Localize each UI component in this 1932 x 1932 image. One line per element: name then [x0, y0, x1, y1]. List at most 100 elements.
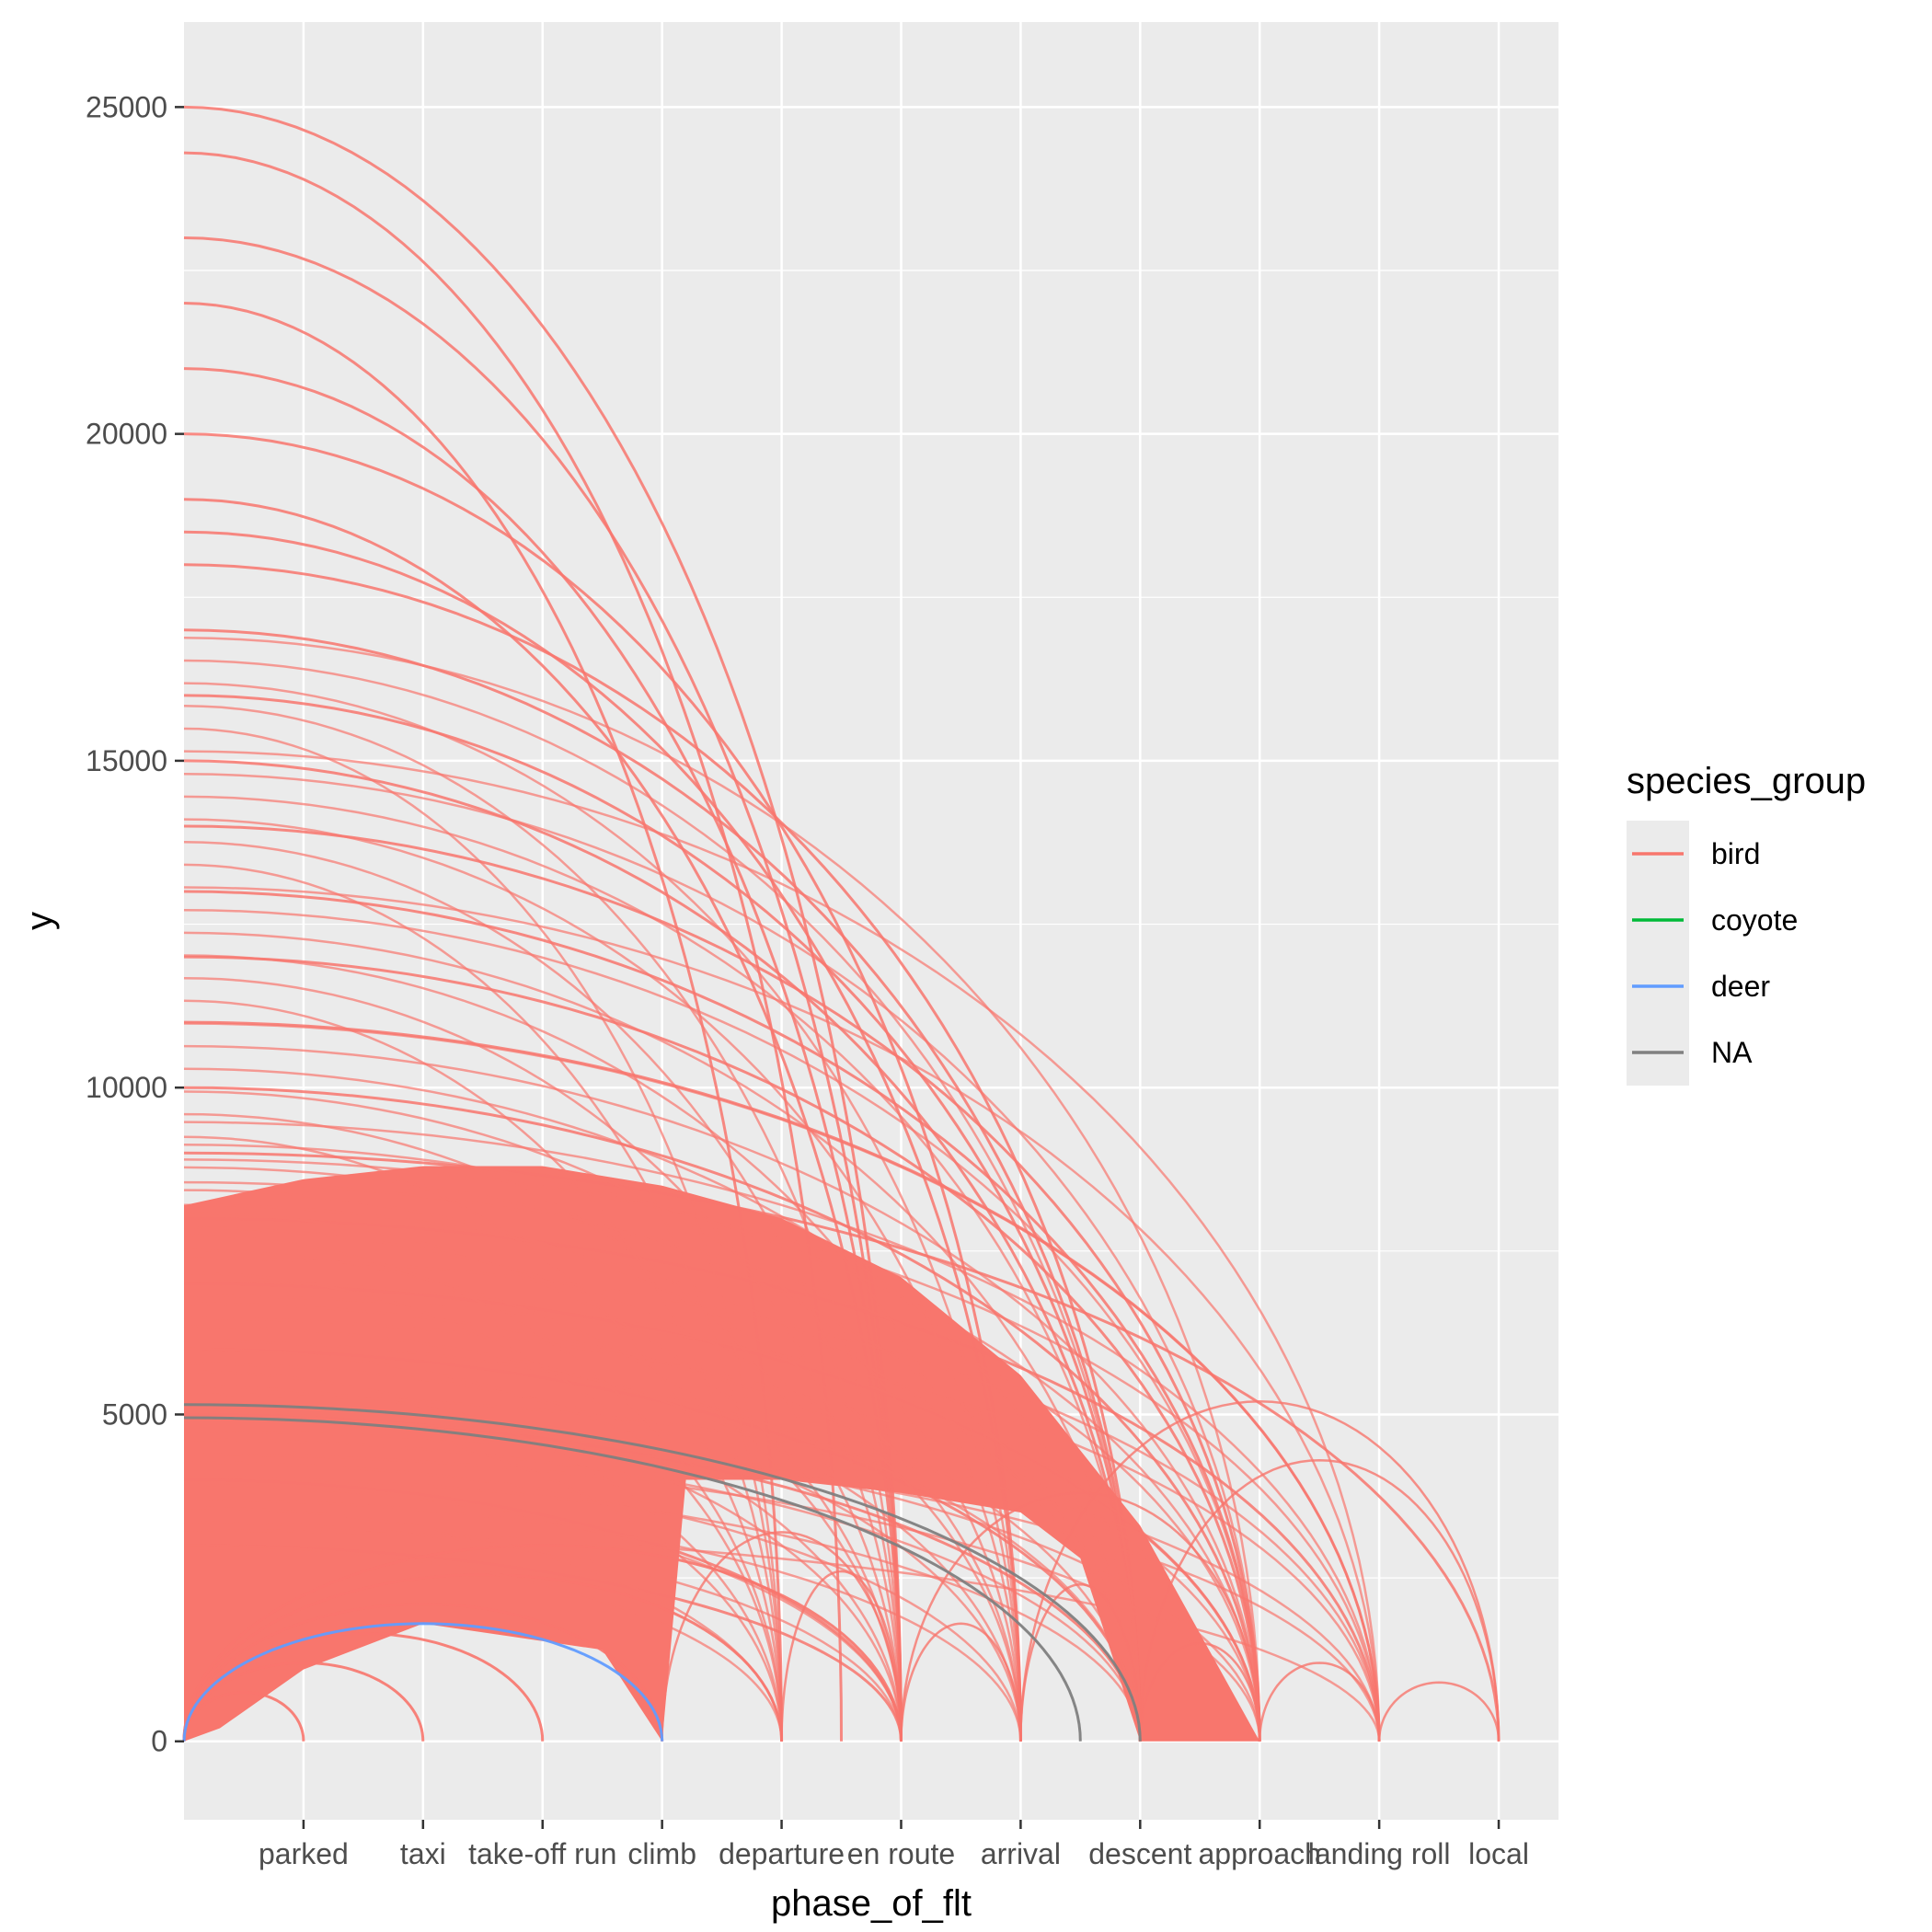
bird-arc: [183, 151, 843, 1742]
bird-arc: [1139, 1458, 1501, 1742]
x-tick-label: local: [1468, 1837, 1529, 1870]
bird-arc: [183, 999, 783, 1742]
y-axis-title: y: [19, 912, 60, 930]
legend-title: species_group: [1627, 761, 1866, 801]
bird-arc: [183, 1363, 1022, 1742]
bird-arc: [1377, 1681, 1501, 1742]
bird-arc: [183, 682, 1022, 1742]
bird-arc: [900, 1491, 1261, 1742]
y-tick-label: 25000: [86, 90, 167, 123]
bird-arc: [183, 1112, 903, 1742]
bird-arc: [183, 954, 1022, 1742]
bird-arc: [183, 1158, 1381, 1742]
legend-label-bird: bird: [1711, 837, 1760, 870]
arc-layer: [182, 105, 1501, 1742]
bird-arc: [183, 1302, 1142, 1742]
bird-arc: [183, 863, 783, 1742]
legend-label-deer: deer: [1711, 970, 1770, 1003]
bird-arc: [1019, 1582, 1142, 1742]
bird-arc: [900, 1622, 1022, 1742]
bird-arc: [183, 1180, 1261, 1742]
x-tick-label: landing roll: [1308, 1837, 1451, 1870]
bird-arc: [183, 1370, 783, 1742]
bird-arc: [184, 1544, 783, 1742]
bird-arc: [183, 931, 1142, 1742]
bird-arc: [183, 498, 903, 1742]
bird-arc: [183, 1506, 783, 1742]
bird-arc: [183, 1067, 1142, 1742]
bird-arc: [183, 1483, 903, 1742]
bird-arc: [183, 1271, 783, 1742]
x-tick-label: en route: [847, 1837, 955, 1870]
bird-arc: [183, 1340, 1142, 1742]
bird-arc: [183, 1090, 1022, 1742]
bird-arc: [183, 1347, 903, 1742]
bird-arc: [183, 1529, 1381, 1742]
bird-arc: [183, 773, 1261, 1742]
bird-arc: [183, 367, 903, 1742]
bird-arc: [183, 1044, 1261, 1742]
y-axis-ticks: 0 5000 10000 15000 20000 25000: [86, 90, 184, 1758]
bird-arc: [183, 750, 1381, 1742]
bird-arc: [183, 1166, 1142, 1742]
na-arc: [183, 1403, 1142, 1742]
bird-arc: [182, 1544, 903, 1742]
x-tick-label: arrival: [981, 1837, 1061, 1870]
bird-arc: [183, 908, 1261, 1742]
bird-arc: [183, 1189, 1022, 1742]
bird-arc: [183, 818, 1022, 1742]
bird-arc: [1139, 1641, 1261, 1742]
bird-arc: [183, 1279, 1261, 1742]
dense-arc-region: [184, 1166, 1260, 1742]
bird-arc: [183, 1121, 1381, 1742]
bird-arc: [182, 1631, 545, 1742]
bird-arc: [182, 1661, 425, 1742]
bird-arc: [182, 1690, 305, 1742]
bird-arc: [183, 1317, 1261, 1742]
arc-fill-layer: [184, 1166, 1260, 1742]
y-tick-label: 20000: [86, 418, 167, 451]
x-axis-ticks: parked taxi take-off run climb departure en r…: [259, 1820, 1529, 1870]
bird-arc: [780, 1570, 903, 1742]
y-tick-label: 0: [151, 1725, 167, 1758]
y-tick-label: 5000: [102, 1397, 167, 1431]
bird-arc: [183, 1431, 1381, 1742]
x-tick-label: descent: [1088, 1837, 1191, 1870]
x-tick-label: departure: [719, 1837, 845, 1870]
x-tick-label: parked: [259, 1837, 349, 1870]
x-tick-label: take-off run: [468, 1837, 616, 1870]
bird-arc: [183, 105, 903, 1742]
bird-arc: [183, 976, 903, 1742]
bird-arc: [183, 637, 1261, 1742]
bird-arc: [183, 1521, 903, 1742]
bird-arc: [183, 1086, 1261, 1742]
x-tick-label: approach: [1198, 1837, 1320, 1870]
bird-arc: [1258, 1662, 1381, 1742]
bird-arc: [183, 530, 1022, 1742]
bird-arc: [183, 1461, 1022, 1742]
legend-label-na: NA: [1711, 1036, 1753, 1069]
deer-arc: [182, 1622, 664, 1742]
y-tick-label: 10000: [86, 1071, 167, 1104]
bird-arc: [183, 1257, 1381, 1742]
bird-arc: [183, 705, 903, 1742]
bird-arc: [183, 759, 1142, 1742]
x-tick-label: climb: [627, 1837, 696, 1870]
bird-arc: [183, 236, 903, 1742]
x-axis-title: phase_of_flt: [771, 1883, 972, 1924]
na-arc: [183, 1416, 1082, 1742]
legend: species_group bird coyote deer NA: [1627, 761, 1866, 1086]
legend-label-coyote: coyote: [1711, 903, 1798, 937]
bird-arc: [183, 727, 783, 1742]
bird-arc: [182, 1602, 664, 1742]
bird-arc: [183, 1393, 1381, 1742]
y-tick-label: 15000: [86, 744, 167, 777]
bird-arc: [184, 1499, 1022, 1742]
bird-arc: [183, 1325, 1022, 1742]
bird-arc: [183, 659, 1142, 1742]
bird-arc: [183, 1151, 1501, 1742]
bird-arc: [1019, 1400, 1501, 1742]
bird-arc: [183, 1476, 1142, 1742]
bird-arc: [183, 886, 1381, 1742]
